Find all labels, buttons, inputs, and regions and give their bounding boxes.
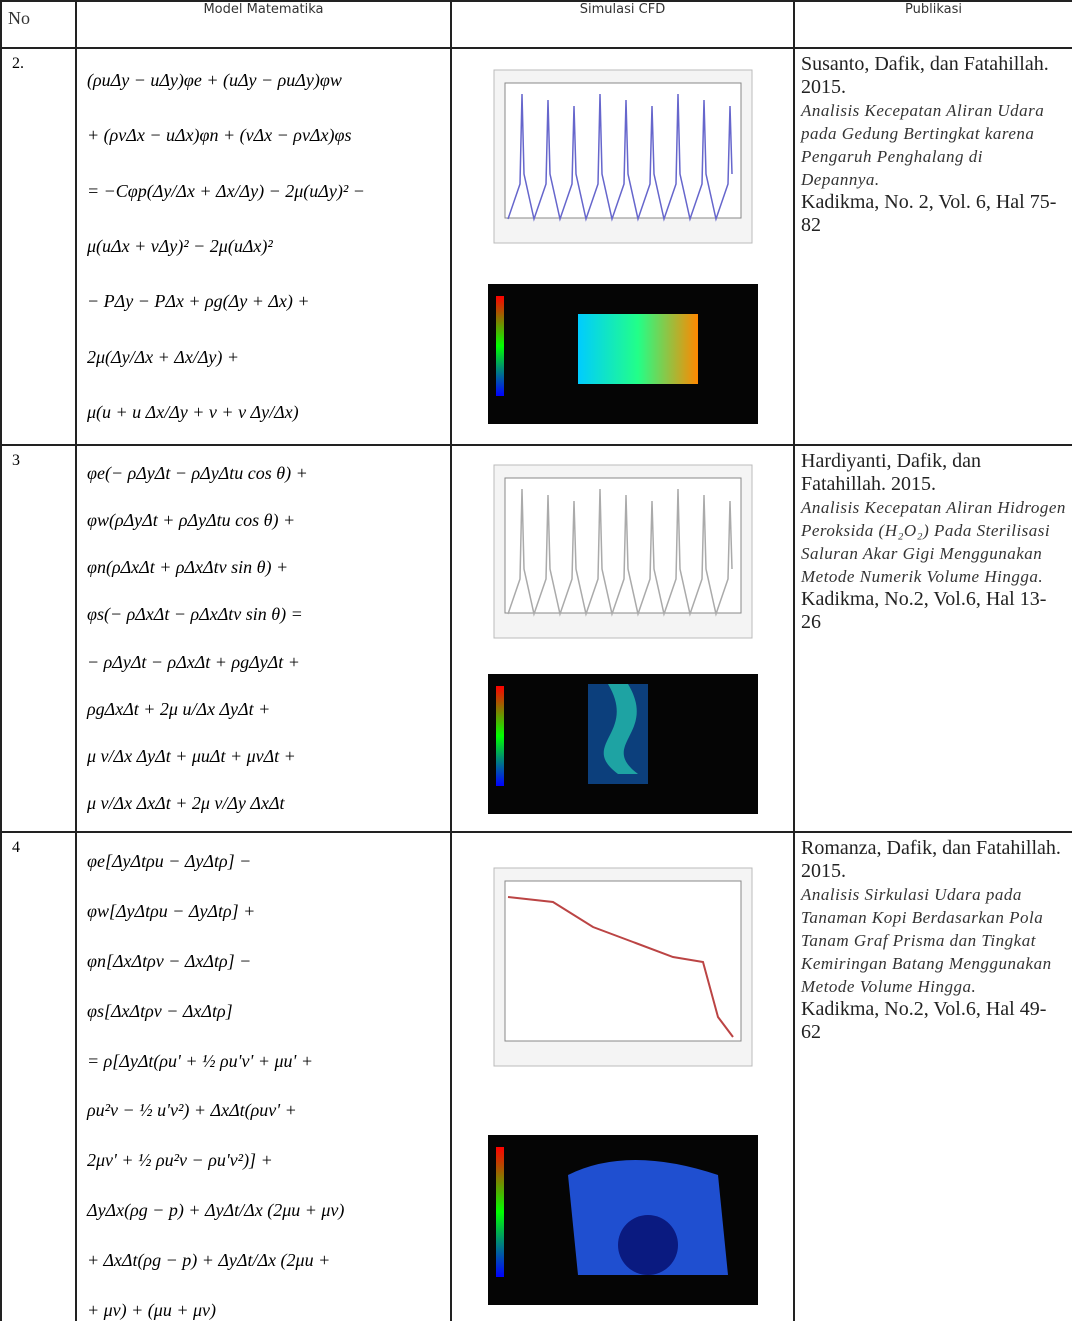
equation-line: = ρ[ΔyΔt(ρu' + ½ ρu'v' + μu' + [87, 1051, 440, 1072]
cfd-chart [493, 464, 753, 639]
cfd-cell [451, 445, 794, 832]
publication-cell: Hardiyanti, Dafik, dan Fatahillah. 2015.… [794, 445, 1072, 832]
cfd-contour [488, 284, 758, 424]
table-row: 2. (ρuΔy − uΔy)φe + (uΔy − ρuΔy)φw + (ρvΔx… [1, 48, 1072, 445]
equation-line: (ρuΔy − uΔy)φe + (uΔy − ρuΔy)φw [87, 70, 440, 91]
equation-line: φw(ρΔyΔt + ρΔyΔtu cos θ) + [87, 510, 440, 531]
authors: Romanza, Dafik, dan Fatahillah. 2015. [801, 837, 1061, 882]
publication: Susanto, Dafik, dan Fatahillah. 2015.Ana… [795, 49, 1072, 241]
header-cell: Simulasi CFD [451, 1, 794, 48]
cfd-contour [488, 1135, 758, 1305]
cfd-images [452, 446, 793, 831]
equation: φe[ΔyΔtρu − ΔyΔtρ] − φw[ΔyΔtρu − ΔyΔtρ] +… [77, 833, 450, 1321]
equation-line: − PΔy − PΔx + ρg(Δy + Δx) + [87, 291, 440, 312]
table: NoModel MatematikaSimulasi CFDPublikasi … [0, 0, 1072, 1321]
cfd-cell [451, 48, 794, 445]
model-cell: (ρuΔy − uΔy)φe + (uΔy − ρuΔy)φw + (ρvΔx −… [76, 48, 451, 445]
venue: Kadikma, No. 2, Vol. 6, Hal 75-82 [801, 191, 1056, 236]
equation-line: φw[ΔyΔtρu − ΔyΔtρ] + [87, 901, 440, 922]
equation-line: ρu²v − ½ u'v²) + ΔxΔt(ρuv' + [87, 1100, 440, 1121]
row-number: 3 [1, 445, 76, 832]
cfd-chart [493, 867, 753, 1067]
publication-cell: Romanza, Dafik, dan Fatahillah. 2015.Ana… [794, 832, 1072, 1321]
venue: Kadikma, No.2, Vol.6, Hal 13-26 [801, 588, 1046, 633]
equation-line: + ΔxΔt(ρg − p) + ΔyΔt/Δx (2μu + [87, 1250, 440, 1271]
equation-line: 2μ(Δy/Δx + Δx/Δy) + [87, 347, 440, 368]
paper-title: Analisis Kecepatan Aliran Udara pada Ged… [801, 99, 1066, 191]
model-cell: φe(− ρΔyΔt − ρΔyΔtu cos θ) + φw(ρΔyΔt + ρ… [76, 445, 451, 832]
cfd-images [452, 833, 793, 1321]
equation-line: φe[ΔyΔtρu − ΔyΔtρ] − [87, 851, 440, 872]
equation-line: μ(u + u Δx/Δy + v + v Δy/Δx) [87, 402, 440, 423]
cfd-cell [451, 832, 794, 1321]
equation-line: φe(− ρΔyΔt − ρΔyΔtu cos θ) + [87, 463, 440, 484]
equation-line: μ v/Δx ΔxΔt + 2μ v/Δy ΔxΔt [87, 793, 440, 814]
cfd-images [452, 49, 793, 444]
table-row: 4 φe[ΔyΔtρu − ΔyΔtρ] − φw[ΔyΔtρu − ΔyΔtρ] … [1, 832, 1072, 1321]
header-cell: Publikasi [794, 1, 1072, 48]
equation-line: φs[ΔxΔtρv − ΔxΔtρ] [87, 1001, 440, 1022]
cfd-contour [488, 674, 758, 814]
equation-line: ρgΔxΔt + 2μ u/Δx ΔyΔt + [87, 699, 440, 720]
authors: Hardiyanti, Dafik, dan Fatahillah. 2015. [801, 450, 981, 495]
equation-line: φn(ρΔxΔt + ρΔxΔtv sin θ) + [87, 557, 440, 578]
equation: (ρuΔy − uΔy)φe + (uΔy − ρuΔy)φw + (ρvΔx −… [77, 49, 450, 444]
authors: Susanto, Dafik, dan Fatahillah. 2015. [801, 53, 1049, 98]
equation-line: φn[ΔxΔtρv − ΔxΔtρ] − [87, 951, 440, 972]
publication-cell: Susanto, Dafik, dan Fatahillah. 2015.Ana… [794, 48, 1072, 445]
equation-line: 2μv' + ½ ρu²v − ρu'v²)] + [87, 1150, 440, 1171]
equation-line: ΔyΔx(ρg − p) + ΔyΔt/Δx (2μu + μv) [87, 1200, 440, 1221]
page: NoModel MatematikaSimulasi CFDPublikasi … [0, 0, 1072, 1321]
equation-line: − ρΔyΔt − ρΔxΔt + ρgΔyΔt + [87, 652, 440, 673]
header-cell: Model Matematika [76, 1, 451, 48]
row-number: 2. [1, 48, 76, 445]
paper-title: Analisis Sirkulasi Udara pada Tanaman Ko… [801, 883, 1066, 998]
equation-line: μ(uΔx + vΔy)² − 2μ(uΔx)² [87, 236, 440, 257]
publication: Hardiyanti, Dafik, dan Fatahillah. 2015.… [795, 446, 1072, 638]
table-row: 3 φe(− ρΔyΔt − ρΔyΔtu cos θ) + φw(ρΔyΔt + … [1, 445, 1072, 832]
equation-line: φs(− ρΔxΔt − ρΔxΔtv sin θ) = [87, 604, 440, 625]
equation: φe(− ρΔyΔt − ρΔyΔtu cos θ) + φw(ρΔyΔt + ρ… [77, 446, 450, 831]
venue: Kadikma, No.2, Vol.6, Hal 49-62 [801, 998, 1046, 1043]
publication: Romanza, Dafik, dan Fatahillah. 2015.Ana… [795, 833, 1072, 1048]
equation-line: = −Cφp(Δy/Δx + Δx/Δy) − 2μ(uΔy)² − [87, 181, 440, 202]
equation-line: + μv) + (μu + μv) [87, 1300, 440, 1321]
equation-line: + (ρvΔx − uΔx)φn + (vΔx − ρvΔx)φs [87, 125, 440, 146]
paper-title: Analisis Kecepatan Aliran Hidrogen Perok… [801, 496, 1066, 588]
row-number: 4 [1, 832, 76, 1321]
equation-line: μ v/Δx ΔyΔt + μuΔt + μvΔt + [87, 746, 440, 767]
model-cell: φe[ΔyΔtρu − ΔyΔtρ] − φw[ΔyΔtρu − ΔyΔtρ] +… [76, 832, 451, 1321]
header-cell: No [1, 1, 76, 48]
cfd-chart [493, 69, 753, 244]
